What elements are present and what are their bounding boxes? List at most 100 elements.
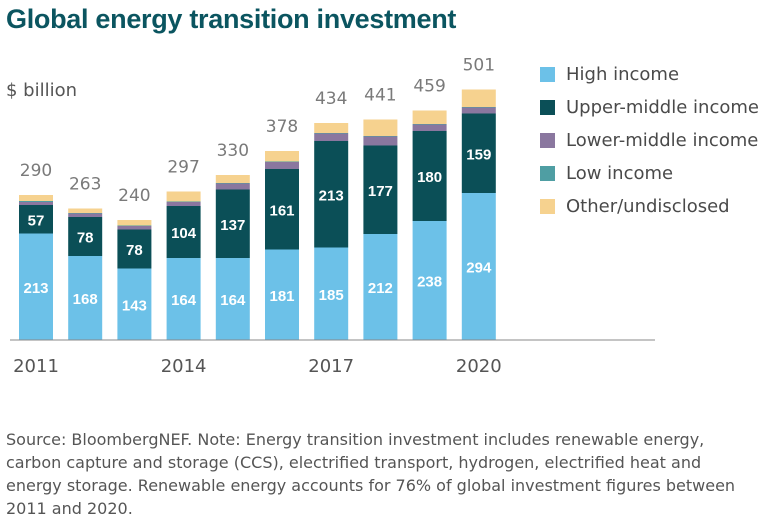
legend-item-upper-middle-income: Upper-middle income (540, 91, 759, 124)
segment-value-label: 159 (466, 146, 491, 163)
bar-segment-2014-1 (166, 206, 201, 258)
segment-value-label: 168 (73, 291, 98, 308)
bar-total-label: 501 (463, 56, 495, 76)
bar-segment-2011-4 (19, 195, 53, 201)
bar-total-label: 263 (69, 175, 101, 195)
bar-segment-2019-0 (412, 221, 447, 340)
segment-value-label: 78 (126, 242, 143, 259)
segment-value-label: 180 (417, 169, 442, 186)
chart-title: Global energy transition investment (6, 4, 457, 34)
source-note: Source: BloombergNEF. Note: Energy trans… (6, 430, 736, 518)
bar-segment-2011-2 (19, 202, 53, 205)
bar-segment-2016-4 (265, 151, 299, 162)
x-tick-label: 2014 (161, 356, 207, 377)
bar-segment-2014-2 (166, 202, 201, 206)
bar-segment-2011-1 (19, 205, 53, 234)
segment-value-label: 213 (23, 280, 48, 297)
bar-segment-2019-2 (412, 124, 447, 131)
bar-total-label: 378 (266, 117, 298, 137)
legend-swatch (540, 67, 555, 82)
bar-total-label: 434 (315, 89, 347, 109)
bar-total-label: 290 (20, 161, 52, 181)
bar-total-label: 441 (364, 86, 396, 106)
segment-value-label: 137 (220, 217, 245, 234)
x-tick-label: 2011 (13, 356, 59, 377)
bar-segment-2011-0 (19, 233, 53, 340)
segment-value-label: 57 (28, 212, 45, 229)
bar-segment-2015-2 (215, 183, 250, 190)
bar-total-label: 240 (118, 186, 150, 206)
x-tick-label: 2020 (456, 356, 502, 377)
bar-segment-2016-0 (265, 249, 299, 340)
bar-segment-2013-4 (117, 220, 152, 226)
legend-swatch (540, 166, 555, 181)
legend: High income Upper-middle income Lower-mi… (540, 58, 759, 223)
segment-value-label: 212 (368, 280, 393, 297)
bar-segment-2013-2 (117, 226, 152, 230)
bar-segment-2015-1 (215, 189, 250, 258)
segment-value-label: 213 (319, 187, 344, 204)
segment-value-label: 177 (368, 183, 393, 200)
unit-label: $ billion (6, 80, 78, 101)
bar-segment-2014-0 (166, 258, 201, 340)
bar-segment-2018-1 (363, 145, 398, 234)
legend-label: Lower-middle income (566, 130, 759, 151)
bar-segment-2012-3 (68, 213, 103, 214)
bar-segment-2011-3 (19, 201, 53, 202)
bar-segment-2017-1 (314, 141, 349, 248)
bar-total-label: 297 (167, 158, 199, 178)
bar-segment-2018-0 (363, 234, 398, 340)
bar-segment-2018-4 (363, 119, 398, 136)
legend-label: Upper-middle income (566, 97, 759, 118)
legend-item-lower-middle-income: Lower-middle income (540, 124, 759, 157)
segment-value-label: 185 (319, 287, 344, 304)
bar-segment-2015-0 (215, 258, 250, 340)
legend-item-high-income: High income (540, 58, 759, 91)
legend-label: High income (566, 64, 680, 85)
bar-segment-2018-3 (363, 136, 398, 137)
bar-segment-2012-0 (68, 256, 103, 340)
bar-segment-2020-0 (461, 193, 496, 340)
segment-value-label: 294 (466, 260, 492, 277)
segment-value-label: 78 (77, 230, 94, 247)
segment-value-label: 238 (417, 274, 442, 291)
legend-swatch (540, 100, 555, 115)
segment-value-label: 181 (269, 288, 294, 305)
bar-total-label: 459 (413, 77, 445, 97)
legend-item-low-income: Low income (540, 157, 759, 190)
bar-segment-2017-4 (314, 123, 349, 133)
bar-segment-2017-2 (314, 133, 349, 141)
legend-item-other-undisclosed: Other/undisclosed (540, 190, 759, 223)
legend-swatch (540, 199, 555, 214)
bar-segment-2013-0 (117, 268, 152, 340)
stacked-bar-chart: 213 57 290 2011 168 78 263 143 78 240 164 104 297 201… (10, 56, 655, 377)
segment-value-label: 164 (220, 292, 246, 309)
segment-value-label: 104 (171, 225, 197, 242)
bar-segment-2020-1 (461, 113, 496, 193)
bar-segment-2014-4 (166, 191, 201, 202)
bar-segment-2014-3 (166, 201, 201, 202)
bar-segment-2012-4 (68, 208, 103, 213)
bar-segment-2020-4 (461, 89, 496, 107)
bar-segment-2019-4 (412, 110, 447, 124)
bar-segment-2015-4 (215, 175, 250, 183)
bar-segment-2020-2 (461, 107, 496, 114)
bar-segment-2019-3 (412, 124, 447, 125)
bar-segment-2020-3 (461, 107, 496, 108)
bar-segment-2019-1 (412, 131, 447, 221)
legend-label: Low income (566, 163, 674, 184)
bar-segment-2017-3 (314, 133, 349, 134)
bar-segment-2015-3 (215, 183, 250, 184)
bar-segment-2017-0 (314, 247, 349, 340)
legend-swatch (540, 133, 555, 148)
segment-value-label: 161 (269, 202, 294, 219)
bar-segment-2013-3 (117, 225, 152, 226)
bar-total-label: 330 (217, 141, 249, 161)
segment-value-label: 164 (171, 292, 197, 309)
bar-segment-2016-1 (265, 169, 299, 250)
legend-label: Other/undisclosed (566, 196, 730, 217)
bar-segment-2018-2 (363, 136, 398, 146)
bar-segment-2012-2 (68, 213, 103, 217)
bar-segment-2012-1 (68, 217, 103, 256)
segment-value-label: 143 (122, 297, 147, 314)
